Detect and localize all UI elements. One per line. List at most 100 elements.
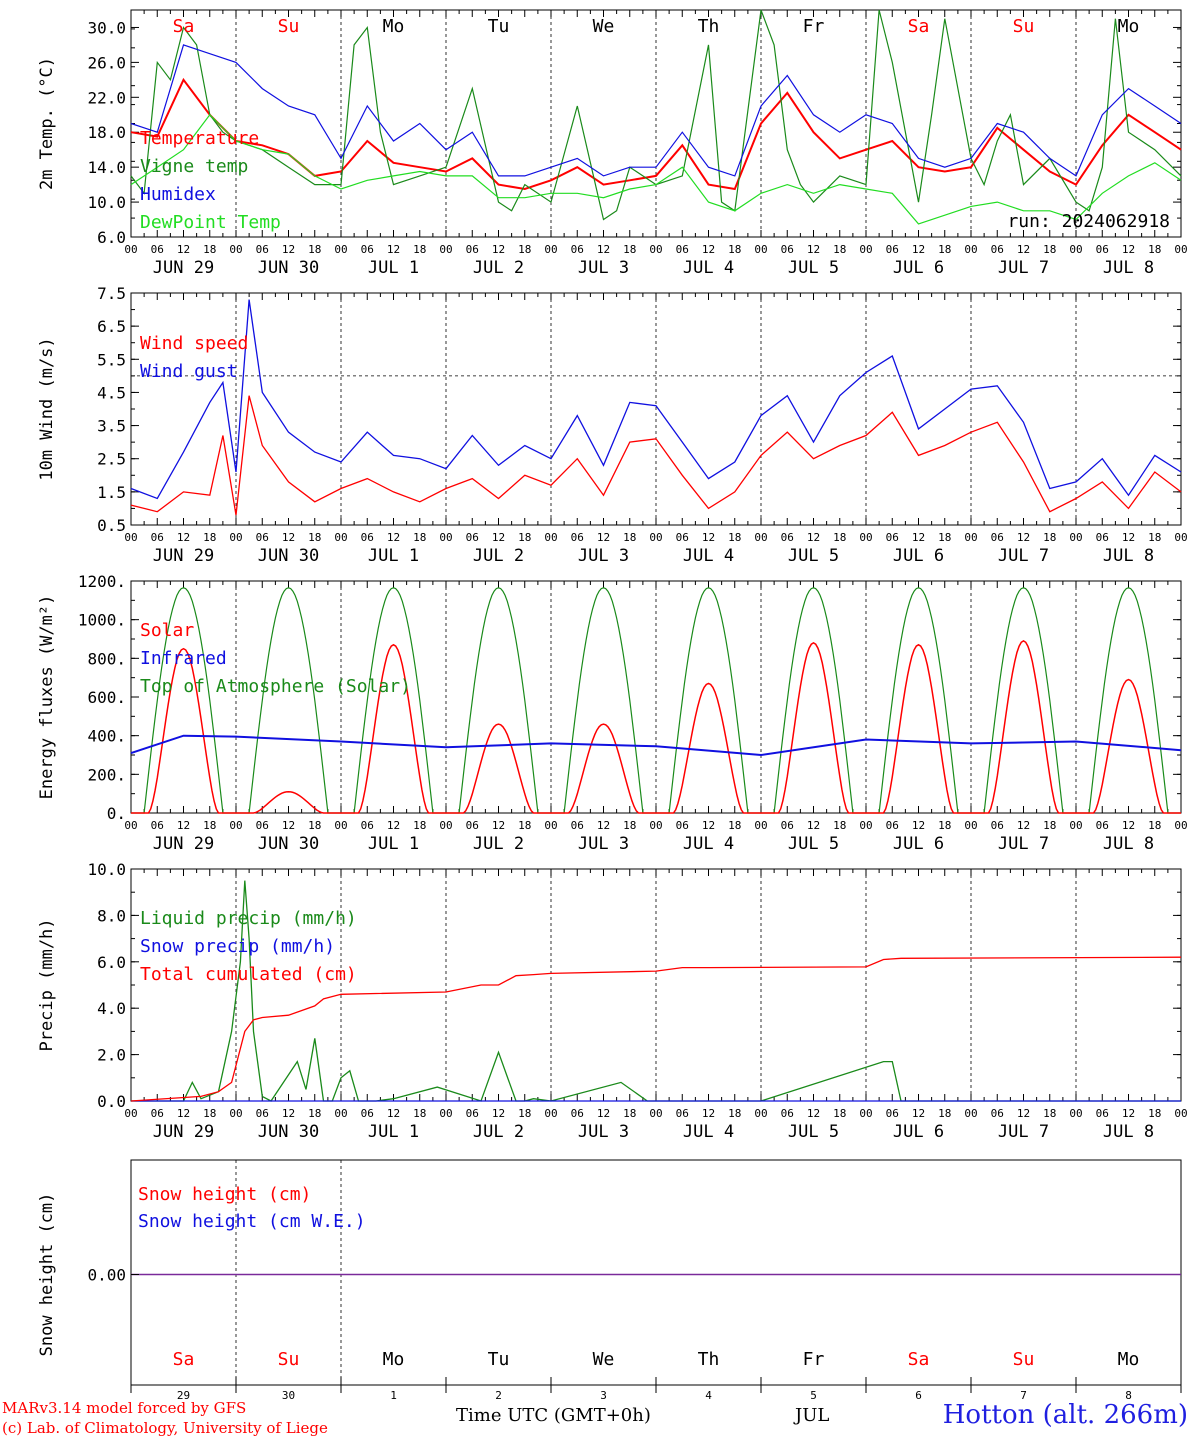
- day-number: 2: [495, 1389, 502, 1402]
- hour-label: 06: [886, 531, 899, 544]
- date-label: JUL 6: [893, 1122, 944, 1142]
- day-number: 5: [810, 1389, 817, 1402]
- hour-label: 00: [964, 531, 977, 544]
- hour-label: 12: [912, 1107, 925, 1120]
- hour-label: 18: [728, 1107, 741, 1120]
- day-name: Su: [1013, 16, 1035, 37]
- day-number: 8: [1125, 1389, 1132, 1402]
- hour-label: 18: [203, 1107, 216, 1120]
- legend-entry: Top of Atmosphere (Solar): [140, 676, 411, 697]
- hour-label: 00: [334, 531, 347, 544]
- hour-label: 00: [334, 819, 347, 832]
- hour-label: 06: [991, 243, 1004, 256]
- day-name: Sa: [908, 16, 930, 37]
- series-line-vigne-temp: [130, 9, 1182, 221]
- y-tick-label: 1000.: [78, 611, 126, 630]
- y-tick-label: 400.: [87, 727, 126, 746]
- hour-label: 18: [833, 819, 846, 832]
- day-name: Sa: [173, 16, 195, 37]
- date-label: JUL 1: [368, 546, 419, 566]
- hour-label: 06: [1096, 819, 1109, 832]
- y-tick-label: 2.5: [97, 450, 126, 469]
- hour-label: 12: [387, 819, 400, 832]
- hour-label: 12: [492, 531, 505, 544]
- y-tick-label: 14.0: [87, 158, 126, 177]
- y-tick-label: 600.: [87, 688, 126, 707]
- hour-label: 12: [1017, 819, 1030, 832]
- hour-label: 18: [518, 819, 531, 832]
- hour-label: 18: [518, 1107, 531, 1120]
- hour-label: 12: [597, 1107, 610, 1120]
- hour-label: 18: [1043, 1107, 1056, 1120]
- hour-label: 18: [1148, 243, 1161, 256]
- hour-label: 18: [1148, 819, 1161, 832]
- hour-label: 06: [256, 243, 269, 256]
- hour-label: 12: [177, 243, 190, 256]
- hour-label: 12: [492, 243, 505, 256]
- date-label: JUL 7: [998, 834, 1049, 854]
- legend-entry: Solar: [140, 620, 194, 641]
- hour-label: 12: [177, 531, 190, 544]
- y-tick-label: 4.5: [97, 383, 126, 402]
- hour-label: 18: [623, 819, 636, 832]
- date-label: JUL 2: [473, 1122, 524, 1142]
- day-number: 4: [705, 1389, 712, 1402]
- hour-label: 06: [571, 531, 584, 544]
- legend-entry: Liquid precip (mm/h): [140, 908, 357, 929]
- hour-label: 00: [334, 1107, 347, 1120]
- day-name: Th: [698, 16, 720, 37]
- hour-label: 12: [1122, 243, 1135, 256]
- hour-label: 18: [413, 1107, 426, 1120]
- y-tick-label: 26.0: [87, 53, 126, 72]
- y-axis-label: Precip (mm/h): [37, 918, 57, 1051]
- date-label: JUL 6: [893, 258, 944, 278]
- date-label: JUL 8: [1103, 258, 1154, 278]
- hour-label: 06: [256, 531, 269, 544]
- hour-label: 06: [571, 1107, 584, 1120]
- hour-label: 06: [1096, 243, 1109, 256]
- run-label: run: 2024062918: [1007, 211, 1170, 232]
- hour-label: 06: [991, 1107, 1004, 1120]
- hour-label: 18: [938, 1107, 951, 1120]
- hour-label: 18: [833, 531, 846, 544]
- date-label: JUL 8: [1103, 834, 1154, 854]
- month-label: JUL: [795, 1405, 830, 1426]
- y-tick-label: 22.0: [87, 88, 126, 107]
- hour-label: 12: [177, 819, 190, 832]
- y-tick-label: 10.0: [87, 860, 126, 879]
- hour-label: 12: [597, 819, 610, 832]
- date-label: JUN 30: [258, 546, 319, 566]
- hour-label: 06: [571, 243, 584, 256]
- hour-label: 12: [702, 243, 715, 256]
- hour-label: 18: [203, 819, 216, 832]
- date-label: JUL 3: [578, 546, 629, 566]
- y-tick-label: 0.5: [97, 516, 126, 535]
- hour-label: 12: [807, 243, 820, 256]
- y-tick-label: 3.5: [97, 417, 126, 436]
- hour-label: 06: [361, 1107, 374, 1120]
- date-label: JUN 29: [153, 834, 214, 854]
- date-label: JUL 4: [683, 1122, 734, 1142]
- hour-label: 00: [229, 243, 242, 256]
- hour-label: 12: [807, 1107, 820, 1120]
- hour-label: 00: [754, 531, 767, 544]
- hour-label: 06: [466, 1107, 479, 1120]
- hour-label: 12: [807, 531, 820, 544]
- hour-label: 06: [466, 819, 479, 832]
- day-name: Su: [278, 16, 300, 37]
- y-tick-label: 7.5: [97, 284, 126, 303]
- hour-label: 12: [282, 819, 295, 832]
- hour-label: 00: [649, 819, 662, 832]
- date-label: JUL 5: [788, 258, 839, 278]
- hour-label: 18: [623, 243, 636, 256]
- y-tick-label: 8.0: [97, 906, 126, 925]
- y-tick-label: 18.0: [87, 123, 126, 142]
- hour-label: 12: [387, 1107, 400, 1120]
- hour-label: 18: [203, 243, 216, 256]
- day-name: Mo: [1118, 1349, 1140, 1370]
- hour-label: 18: [728, 243, 741, 256]
- time-axis-label: Time UTC (GMT+0h): [456, 1405, 651, 1426]
- hour-label: 06: [676, 243, 689, 256]
- hour-label: 12: [912, 243, 925, 256]
- hour-label: 12: [702, 819, 715, 832]
